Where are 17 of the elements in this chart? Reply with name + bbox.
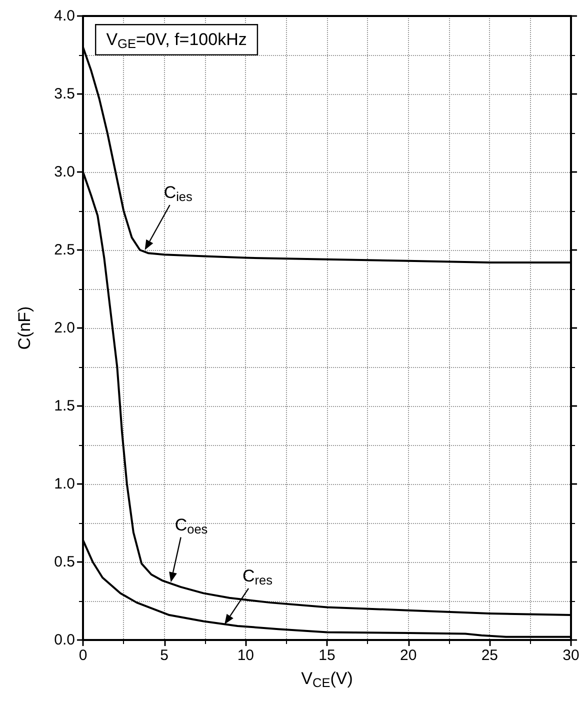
y-tick-label: 3.0 <box>54 164 75 180</box>
x-tick-label: 0 <box>78 647 88 664</box>
x-tick-label: 20 <box>400 647 417 664</box>
y-tick-label: 0.5 <box>54 554 75 570</box>
y-tick-label: 0.0 <box>54 632 75 648</box>
y-tick-label: 1.0 <box>54 476 75 492</box>
y-tick-label: 3.5 <box>54 86 75 102</box>
y-tick-label: 2.0 <box>54 320 75 336</box>
y-axis-title: C(nF) <box>15 306 34 350</box>
x-tick-label: 25 <box>481 647 498 664</box>
x-tick-label: 15 <box>318 647 336 664</box>
x-tick-label: 10 <box>237 647 254 664</box>
x-tick-label: 30 <box>562 647 580 664</box>
x-tick-label: 5 <box>160 647 169 664</box>
y-tick-label: 1.5 <box>54 398 75 414</box>
y-tick-label: 4.0 <box>54 8 75 24</box>
y-tick-label: 2.5 <box>54 242 75 258</box>
